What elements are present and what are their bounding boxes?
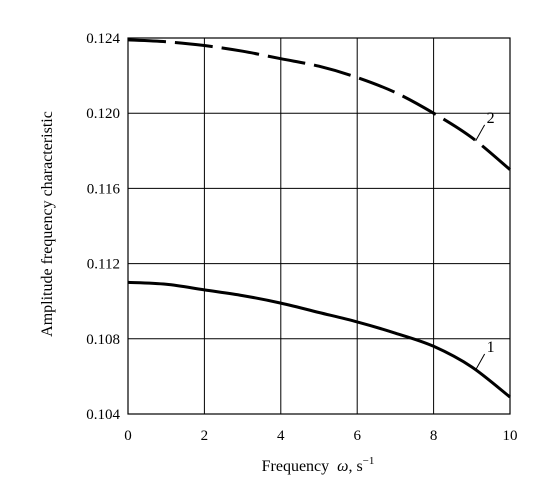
- x-tick-label: 6: [353, 428, 361, 444]
- x-axis-label: Frequency ω, s−1: [262, 455, 375, 475]
- x-axis-ticks: 0 2 4 6 8 10: [124, 428, 517, 444]
- curve-label-2: 2: [487, 110, 495, 127]
- x-tick-label: 0: [124, 428, 132, 444]
- y-axis-ticks: 0.104 0.108 0.112 0.116 0.120 0.124: [86, 31, 120, 423]
- x-tick-label: 2: [201, 428, 209, 444]
- y-tick-label: 0.124: [86, 31, 120, 47]
- plot-frame: [127, 37, 511, 415]
- grid: [127, 37, 511, 415]
- curve-leader-1: [475, 353, 486, 371]
- y-tick-label: 0.104: [86, 407, 120, 423]
- curve-leader-2: [475, 124, 486, 142]
- x-tick-label: 4: [277, 428, 285, 444]
- y-tick-label: 0.108: [86, 332, 120, 348]
- y-axis-label: Amplitude frequency characteristic: [39, 111, 56, 337]
- curve-labels: 12: [475, 110, 495, 371]
- series-line-1: [127, 280, 511, 399]
- y-tick-label: 0.120: [86, 106, 120, 122]
- x-tick-label: 8: [430, 428, 438, 444]
- curves: [127, 38, 511, 399]
- x-tick-label: 10: [503, 428, 518, 444]
- y-tick-label: 0.112: [87, 257, 120, 273]
- series-line-2: [127, 38, 511, 171]
- curve-label-1: 1: [487, 339, 495, 356]
- y-tick-label: 0.116: [87, 181, 121, 197]
